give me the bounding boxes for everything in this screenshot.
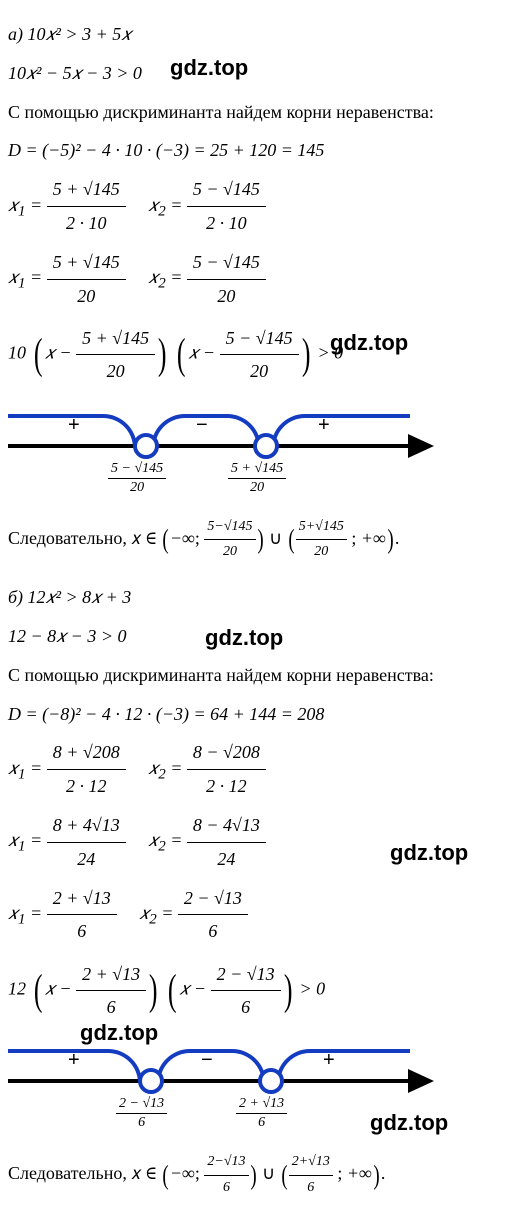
- a-rearranged: 10𝑥² − 5𝑥 − 3 > 0: [8, 59, 502, 88]
- b-roots-step2: 𝑥1 = 8 + 4√1324 𝑥2 = 8 − 4√1324: [8, 811, 502, 874]
- b-numberline: + − + 2 − √136 2 + √136: [8, 1041, 438, 1121]
- a-roots-step1: 𝑥1 = 5 + √1452 · 10 𝑥2 = 5 − √1452 · 10: [8, 175, 502, 238]
- a-factored: 10 (𝑥 − 5 + √14520) (𝑥 − 5 − √14520) > 0: [8, 320, 502, 389]
- a-roots-step2: 𝑥1 = 5 + √14520 𝑥2 = 5 − √14520: [8, 248, 502, 311]
- a-numberline: + − + 5 − √14520 5 + √14520: [8, 406, 438, 486]
- b-discriminant: D = (−8)² − 4 · 12 · (−3) = 64 + 144 = 2…: [8, 700, 502, 729]
- b-roots-step1: 𝑥1 = 8 + √2082 · 12 𝑥2 = 8 − √2082 · 12: [8, 738, 502, 801]
- b-rearranged: 12 − 8𝑥 − 3 > 0: [8, 622, 502, 651]
- b-roots-step3: 𝑥1 = 2 + √136 𝑥2 = 2 − √136: [8, 884, 502, 947]
- a-discr-text: С помощью дискриминанта найдем корни нер…: [8, 98, 502, 127]
- b-factored: 12 (𝑥 − 2 + √136) (𝑥 − 2 − √136) > 0: [8, 956, 502, 1025]
- a-discriminant: D = (−5)² − 4 · 10 · (−3) = 25 + 120 = 1…: [8, 136, 502, 165]
- b-conclusion: Следовательно, 𝑥 ∈ (−∞; 2−√136) ∪ (2+√13…: [8, 1151, 502, 1199]
- b-discr-text: С помощью дискриминанта найдем корни нер…: [8, 661, 502, 690]
- b-problem: б) 12𝑥² > 8𝑥 + 3: [8, 583, 502, 612]
- a-problem: а) 10𝑥² > 3 + 5𝑥: [8, 20, 502, 49]
- a-conclusion: Следовательно, 𝑥 ∈ (−∞; 5−√14520) ∪ (5+√…: [8, 516, 502, 564]
